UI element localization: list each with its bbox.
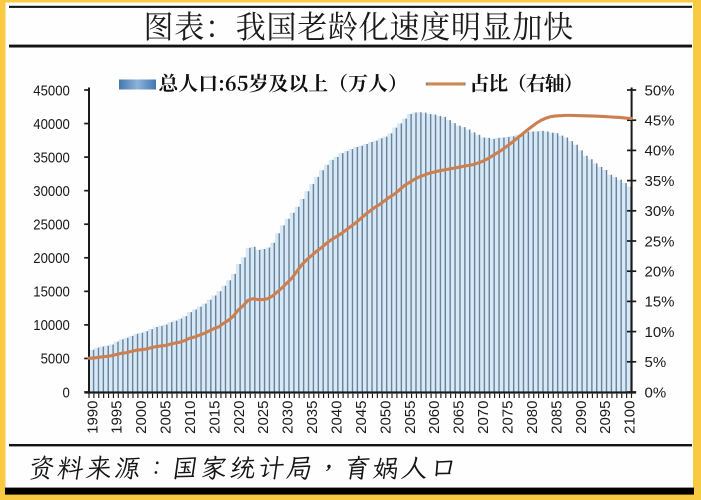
svg-text:20000: 20000	[33, 250, 70, 267]
svg-text:5%: 5%	[645, 354, 667, 371]
svg-text:2050: 2050	[377, 401, 394, 434]
svg-text:1990: 1990	[84, 401, 101, 434]
svg-text:45000: 45000	[33, 82, 70, 99]
svg-text:2055: 2055	[402, 401, 419, 434]
svg-text:2025: 2025	[255, 401, 272, 434]
svg-text:2030: 2030	[280, 401, 297, 434]
svg-text:15000: 15000	[33, 284, 70, 301]
svg-text:2090: 2090	[573, 401, 590, 434]
svg-text:45%: 45%	[645, 113, 675, 130]
svg-text:35000: 35000	[33, 149, 70, 166]
svg-text:40%: 40%	[645, 143, 675, 160]
svg-text:2065: 2065	[451, 401, 468, 434]
svg-text:25000: 25000	[33, 217, 70, 234]
svg-text:35%: 35%	[645, 173, 675, 190]
svg-text:1995: 1995	[109, 401, 126, 434]
svg-text:10%: 10%	[645, 324, 675, 341]
svg-text:30000: 30000	[33, 183, 70, 200]
svg-text:2095: 2095	[597, 401, 614, 434]
svg-text:2080: 2080	[524, 401, 541, 434]
svg-text:20%: 20%	[645, 264, 675, 281]
svg-text:10000: 10000	[33, 317, 70, 334]
svg-text:2075: 2075	[499, 401, 516, 434]
svg-text:2060: 2060	[426, 401, 443, 434]
svg-text:2100: 2100	[622, 401, 639, 434]
svg-text:2010: 2010	[182, 401, 199, 434]
svg-text:2085: 2085	[548, 401, 565, 434]
svg-text:40000: 40000	[33, 116, 70, 133]
svg-text:5000: 5000	[41, 351, 70, 368]
svg-text:2040: 2040	[329, 401, 346, 434]
svg-text:2005: 2005	[158, 401, 175, 434]
svg-text:0%: 0%	[645, 384, 667, 401]
svg-text:2000: 2000	[133, 401, 150, 434]
svg-text:2020: 2020	[231, 401, 248, 434]
svg-text:2045: 2045	[353, 401, 370, 434]
svg-text:2070: 2070	[475, 401, 492, 434]
svg-text:0: 0	[63, 384, 70, 401]
svg-text:15%: 15%	[645, 294, 675, 311]
svg-text:2015: 2015	[206, 401, 223, 434]
svg-text:50%: 50%	[645, 82, 675, 99]
svg-text:25%: 25%	[645, 233, 675, 250]
svg-text:30%: 30%	[645, 203, 675, 220]
svg-text:2035: 2035	[304, 401, 321, 434]
